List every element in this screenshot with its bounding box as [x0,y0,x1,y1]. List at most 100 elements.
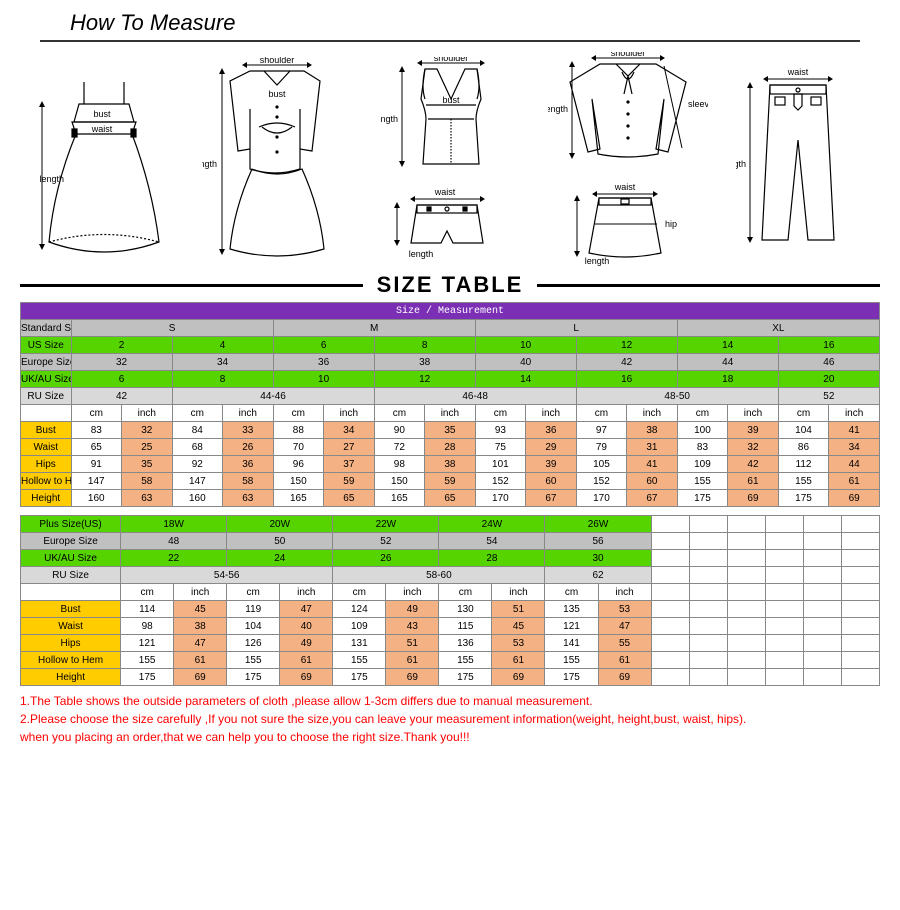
cm-cell: 150 [273,473,324,490]
cm-cell: 115 [439,618,492,635]
cm-cell: 175 [677,490,728,507]
table-banner: Size / Measurement [21,303,880,320]
inch-cell: 34 [829,439,880,456]
cm-cell: 135 [545,601,598,618]
inch-cell: 35 [425,422,476,439]
cm-cell: 109 [333,618,386,635]
cm-cell: 68 [172,439,223,456]
measurement-label: Hips [21,456,72,473]
cm-cell: 65 [71,439,122,456]
inch-cell: 59 [324,473,375,490]
row-label: Standard Size [21,320,72,337]
inch-cell: 38 [425,456,476,473]
cm-cell: 100 [677,422,728,439]
eu-size-row: Europe Size 3234 3638 4042 4446 [21,354,880,371]
cm-cell: 109 [677,456,728,473]
cm-cell: 112 [778,456,829,473]
inch-cell: 32 [122,422,173,439]
inch-cell: 69 [492,669,545,686]
inch-cell: 51 [492,601,545,618]
measurement-diagrams: bust waist length shoulder bust length [0,42,900,272]
inch-cell: 61 [492,652,545,669]
svg-text:bust: bust [268,89,286,99]
measurement-label: Waist [21,618,121,635]
cm-cell: 160 [71,490,122,507]
measurement-label: Hips [21,635,121,652]
inch-cell: 59 [425,473,476,490]
cm-cell: 75 [475,439,526,456]
measurement-row: Hollow to Hem1556115561155611556115561 [21,652,880,669]
inch-cell: 25 [122,439,173,456]
cm-cell: 98 [121,618,174,635]
inch-cell: 51 [386,635,439,652]
cm-cell: 92 [172,456,223,473]
inch-cell: 44 [829,456,880,473]
measurement-label: Waist [21,439,72,456]
cm-cell: 155 [227,652,280,669]
svg-text:shoulder: shoulder [611,52,646,58]
cm-cell: 93 [475,422,526,439]
cm-cell: 104 [778,422,829,439]
svg-text:waist: waist [614,182,636,192]
measurement-label: Height [21,669,121,686]
unit-row: cminch cminch cminch cminch cminch cminc… [21,405,880,422]
inch-cell: 47 [598,618,651,635]
measurement-row: Height1756917569175691756917569 [21,669,880,686]
measurement-row: Waist983810440109431154512147 [21,618,880,635]
svg-text:sleeve: sleeve [688,99,708,109]
cm-cell: 114 [121,601,174,618]
inch-cell: 41 [829,422,880,439]
plus-size-table: Plus Size(US) 18W20W 22W24W 26W Europe S… [20,515,880,686]
cm-cell: 150 [374,473,425,490]
cm-cell: 175 [778,490,829,507]
cm-cell: 155 [778,473,829,490]
cm-cell: 155 [333,652,386,669]
cm-cell: 165 [273,490,324,507]
plus-unit-row: cminch cminch cminch cminch cminch [21,584,880,601]
inch-cell: 35 [122,456,173,473]
inch-cell: 69 [386,669,439,686]
inch-cell: 65 [425,490,476,507]
cm-cell: 160 [172,490,223,507]
inch-cell: 49 [386,601,439,618]
measurement-row: Height1606316063165651656517067170671756… [21,490,880,507]
inch-cell: 39 [526,456,577,473]
cm-cell: 155 [545,652,598,669]
cm-cell: 152 [576,473,627,490]
cm-cell: 130 [439,601,492,618]
diagram-coat: shoulder bust length [202,57,352,267]
note-line: when you placing an order,that we can he… [20,728,880,746]
inch-cell: 45 [174,601,227,618]
main-size-table: Size / Measurement Standard Size S M L X… [20,302,880,507]
cm-cell: 119 [227,601,280,618]
cm-cell: 104 [227,618,280,635]
cm-cell: 147 [172,473,223,490]
cm-cell: 79 [576,439,627,456]
inch-cell: 53 [598,601,651,618]
inch-cell: 69 [280,669,333,686]
note-line: 2.Please choose the size carefully ,If y… [20,710,880,728]
cm-cell: 175 [333,669,386,686]
inch-cell: 41 [627,456,678,473]
inch-cell: 36 [526,422,577,439]
svg-text:length: length [548,104,568,114]
inch-cell: 38 [174,618,227,635]
cm-cell: 84 [172,422,223,439]
inch-cell: 60 [627,473,678,490]
measurement-label: Hollow to Hem [21,652,121,669]
inch-cell: 28 [425,439,476,456]
inch-cell: 47 [174,635,227,652]
inch-cell: 61 [386,652,439,669]
diagram-strap-dress: bust waist length [34,67,174,267]
inch-cell: 69 [728,490,779,507]
inch-cell: 67 [627,490,678,507]
svg-text:length: length [409,249,434,259]
inch-cell: 36 [223,456,274,473]
cm-cell: 121 [121,635,174,652]
inch-cell: 49 [280,635,333,652]
inch-cell: 47 [280,601,333,618]
cm-cell: 136 [439,635,492,652]
svg-text:bust: bust [93,109,111,119]
cm-cell: 147 [71,473,122,490]
measurement-row: Hollow to Hem147581475815059150591526015… [21,473,880,490]
